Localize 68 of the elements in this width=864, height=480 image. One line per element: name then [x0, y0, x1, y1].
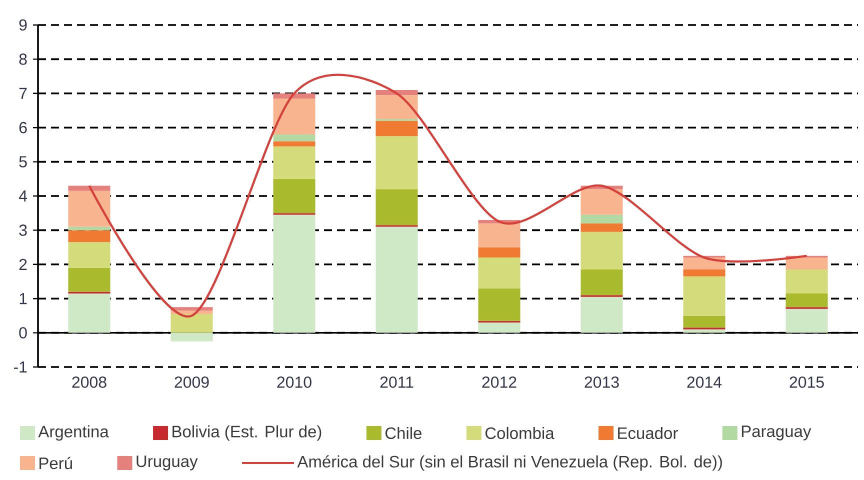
x-tick-label: 2011: [380, 376, 414, 388]
bar: [580, 214, 623, 224]
x-tick-label: 2012: [482, 376, 516, 388]
bar: [170, 314, 213, 333]
bar: [273, 146, 316, 179]
bar: [478, 247, 520, 258]
bar: [273, 93, 316, 99]
y-tick-label: 7: [19, 88, 27, 99]
x-tick-label: 2013: [584, 376, 619, 388]
bar: [376, 95, 418, 120]
bar: [580, 270, 623, 296]
bar: [273, 178, 316, 214]
bar: [273, 214, 316, 333]
bar: [786, 308, 828, 333]
bar: [580, 296, 623, 333]
legend-label: América del Sur (sin el Brasil ni Venezuela (Rep. Bol. de)): [297, 455, 722, 471]
bar: [683, 329, 726, 333]
y-tick-label: 4: [18, 190, 28, 202]
bar: [683, 316, 726, 328]
legend-label: Bolivia (Est. Plur de): [172, 425, 322, 441]
bar: [273, 141, 316, 146]
y-tick-label: 8: [19, 54, 27, 65]
legend-label: Perú: [40, 456, 72, 470]
bar: [376, 120, 418, 136]
y-tick-label: 1: [20, 293, 27, 304]
bar: [683, 258, 726, 270]
bar: [478, 223, 520, 248]
bar: [170, 332, 213, 342]
y-tick-label: 2: [19, 258, 27, 270]
legend-label: Uruguay: [136, 456, 198, 470]
bar: [376, 136, 418, 190]
legend-label: Paraguay: [742, 426, 812, 440]
y-tick-label: 0: [19, 327, 27, 338]
bar: [273, 98, 316, 134]
legend-label: Colombia: [485, 426, 554, 440]
legend-label: Ecuador: [618, 426, 678, 440]
bar: [68, 242, 110, 268]
bar: [68, 230, 110, 242]
y-tick-label: 3: [19, 224, 27, 236]
bar: [68, 186, 110, 191]
y-tick-label: 6: [19, 122, 27, 134]
bar: [68, 190, 110, 227]
bar: [376, 189, 418, 226]
bar: [580, 232, 623, 270]
x-tick-label: 2008: [72, 376, 106, 388]
x-tick-label: 2015: [790, 376, 824, 388]
bar: [786, 293, 828, 308]
bar: [273, 134, 316, 142]
y-tick-label: 5: [19, 156, 27, 168]
bar: [478, 322, 520, 333]
bar: [68, 268, 110, 292]
y-tick-label: 9: [19, 19, 27, 31]
x-tick-label: 2010: [277, 376, 312, 388]
bar: [376, 226, 418, 333]
bar: [580, 223, 623, 232]
legend-label: Argentina: [38, 425, 109, 441]
bar: [68, 293, 110, 333]
x-tick-label: 2014: [687, 376, 722, 388]
bar: [478, 288, 520, 321]
bar: [786, 270, 828, 294]
bar: [786, 258, 828, 270]
bar: [683, 270, 726, 276]
y-tick-label: -1: [14, 361, 27, 373]
legend-label: Chile: [385, 426, 422, 440]
x-tick-label: 2009: [174, 376, 209, 388]
bar: [683, 276, 726, 316]
bar: [478, 258, 520, 288]
bar: [580, 189, 623, 215]
